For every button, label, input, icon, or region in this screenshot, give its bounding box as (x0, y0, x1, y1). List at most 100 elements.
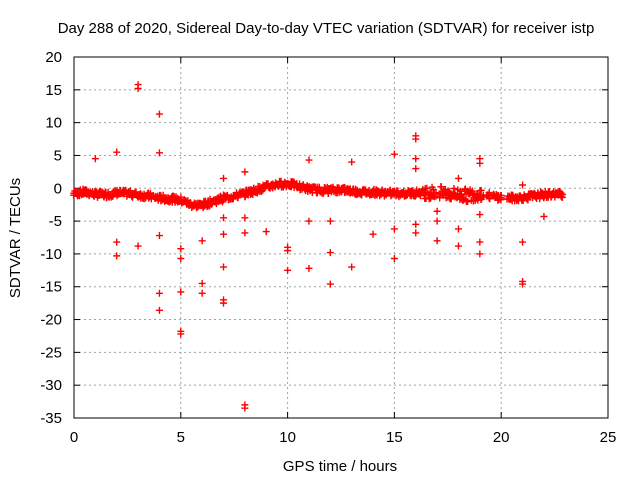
outlier-point (220, 299, 228, 307)
outlier-point (540, 212, 548, 220)
outlier-point (155, 149, 163, 157)
x-tick-label: 25 (600, 429, 617, 446)
outlier-point (454, 242, 462, 250)
baseline-point (437, 183, 445, 191)
y-tick-label: -15 (40, 279, 62, 296)
outlier-point (134, 85, 142, 93)
outlier-point (348, 158, 356, 166)
outlier-point (390, 255, 398, 263)
outlier-point (284, 247, 292, 255)
outlier-point (412, 135, 420, 143)
outlier-point (305, 156, 313, 164)
outlier-point (198, 279, 206, 287)
outlier-point (113, 148, 121, 156)
outlier-point (198, 237, 206, 245)
outlier-point (177, 255, 185, 263)
outlier-point (348, 263, 356, 271)
outlier-point (305, 264, 313, 272)
y-tick-label: 15 (45, 82, 62, 99)
outlier-point (155, 289, 163, 297)
y-tick-label: 20 (45, 49, 62, 66)
outlier-point (412, 165, 420, 173)
y-tick-label: -25 (40, 344, 62, 361)
y-tick-label: -5 (49, 213, 62, 230)
chart-title: Day 288 of 2020, Sidereal Day-to-day VTE… (58, 20, 595, 37)
outlier-point (390, 225, 398, 233)
outlier-point (305, 217, 313, 225)
outlier-point (326, 280, 334, 288)
outlier-point (519, 181, 527, 189)
outlier-point (241, 229, 249, 237)
x-axis-label: GPS time / hours (283, 458, 397, 475)
x-tick-label: 10 (279, 429, 296, 446)
baseline-point (420, 189, 428, 197)
x-tick-label: 20 (493, 429, 510, 446)
outlier-point (476, 238, 484, 246)
outlier-point (241, 168, 249, 176)
outlier-point (134, 242, 142, 250)
y-tick-label: 10 (45, 115, 62, 132)
data-points (70, 81, 567, 412)
outlier-point (155, 306, 163, 314)
y-axis-label: SDTVAR / TECUs (7, 178, 24, 298)
baseline-point (537, 188, 545, 196)
outlier-point (433, 237, 441, 245)
outlier-point (91, 155, 99, 163)
outlier-point (220, 230, 228, 238)
outlier-point (198, 289, 206, 297)
outlier-point (177, 245, 185, 253)
outlier-point (390, 150, 398, 158)
outlier-point (284, 266, 292, 274)
outlier-point (326, 217, 334, 225)
outlier-point (177, 288, 185, 296)
outlier-point (220, 174, 228, 182)
outlier-point (177, 330, 185, 338)
outlier-point (454, 225, 462, 233)
y-tick-label: 0 (54, 180, 62, 197)
outlier-point (326, 249, 334, 257)
x-tick-label: 0 (70, 429, 78, 446)
outlier-point (369, 230, 377, 238)
outlier-point (155, 232, 163, 240)
outlier-point (113, 252, 121, 260)
baseline-point (423, 184, 431, 192)
axes (73, 56, 609, 419)
outlier-point (454, 174, 462, 182)
y-tick-label: -20 (40, 312, 62, 329)
baseline-point (457, 187, 465, 195)
baseline-point (234, 194, 242, 202)
y-tick-label: -35 (40, 410, 62, 427)
y-tick-label: -30 (40, 377, 62, 394)
baseline-point (558, 193, 566, 201)
outlier-point (519, 280, 527, 288)
outlier-point (433, 207, 441, 215)
outlier-point (476, 211, 484, 219)
y-tick-label: 5 (54, 147, 62, 164)
x-tick-label: 15 (386, 429, 403, 446)
plot-frame (73, 56, 609, 419)
tick-labels: 0 5 10 15 20 25 -35 -30 -25 -20 -15 -10 -5 0 5 10 15 20 (40, 49, 616, 446)
outlier-point (113, 238, 121, 246)
baseline-point (478, 193, 486, 201)
baseline-point (474, 196, 482, 204)
outlier-point (519, 238, 527, 246)
baseline-point (497, 194, 505, 202)
baseline-point (477, 186, 485, 194)
outlier-point (476, 250, 484, 258)
outlier-point (412, 155, 420, 163)
baseline-point (408, 187, 416, 195)
outlier-point (220, 263, 228, 271)
x-tick-label: 5 (177, 429, 185, 446)
y-tick-label: -10 (40, 246, 62, 263)
grid-lines (74, 57, 608, 418)
outlier-point (433, 217, 441, 225)
outlier-point (412, 229, 420, 237)
outlier-point (262, 228, 270, 236)
outlier-point (241, 214, 249, 222)
outlier-point (241, 404, 249, 412)
outlier-point (476, 159, 484, 167)
baseline-point (486, 195, 494, 203)
outlier-point (220, 214, 228, 222)
